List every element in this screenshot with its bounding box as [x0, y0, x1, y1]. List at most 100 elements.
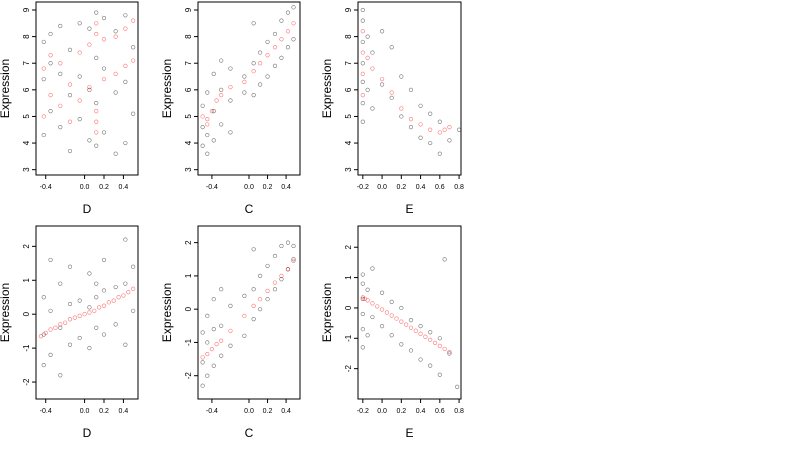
- data-point: [418, 135, 423, 140]
- data-point: [116, 295, 121, 300]
- data-point: [291, 258, 296, 264]
- data-point: [87, 138, 92, 143]
- data-point: [77, 50, 82, 55]
- y-tick-label: 3: [184, 167, 193, 172]
- data-point: [101, 77, 107, 82]
- data-point: [219, 93, 224, 98]
- data-point: [408, 87, 414, 92]
- y-tick-label: 9: [344, 7, 353, 12]
- data-point: [211, 71, 216, 76]
- data-point: [389, 333, 394, 338]
- data-point: [113, 284, 118, 290]
- data-series: [200, 258, 296, 360]
- data-point: [113, 34, 118, 39]
- data-point: [389, 95, 394, 100]
- x-tick-label: -0.4: [206, 184, 218, 191]
- data-series: [200, 5, 296, 156]
- data-point: [291, 257, 296, 262]
- data-point: [131, 286, 136, 291]
- data-point: [87, 310, 92, 315]
- data-point: [219, 87, 224, 92]
- y-tick-label: 8: [184, 34, 193, 39]
- plot-frame: [35, 225, 139, 400]
- data-point: [258, 273, 263, 279]
- data-point: [360, 18, 365, 23]
- data-point: [131, 58, 136, 63]
- data-point: [205, 313, 210, 318]
- y-tick-label: 1: [22, 278, 31, 283]
- x-tick-label: -0.4: [40, 184, 52, 191]
- data-point: [291, 243, 296, 249]
- data-point: [58, 61, 63, 66]
- x-tick-label: 0.4: [416, 184, 426, 191]
- data-point: [58, 71, 63, 76]
- y-tick-label: 7: [344, 60, 353, 65]
- data-point: [41, 39, 46, 45]
- data-point: [58, 103, 63, 108]
- data-point: [447, 124, 452, 130]
- data-point: [205, 373, 210, 378]
- data-point: [360, 119, 365, 124]
- y-axis-label: Expression: [320, 283, 334, 342]
- x-tick-label: 0.4: [281, 408, 291, 415]
- data-series: [41, 237, 136, 378]
- data-point: [77, 335, 82, 341]
- data-point: [219, 323, 224, 328]
- y-tick-label: 9: [22, 7, 31, 12]
- data-point: [272, 31, 278, 37]
- scatter-panel-1: -0.4 0.0 0.2 0.4 3 4 5 6 7 8 9 D Expression: [0, 1, 139, 216]
- y-tick-label: -2: [22, 378, 31, 386]
- scatter-panel-5: -0.4 0.0 0.2 0.4 -2 -1 0 1 2 C Expression: [160, 225, 301, 440]
- data-point: [205, 351, 210, 357]
- data-point: [418, 324, 423, 329]
- data-point: [205, 90, 210, 95]
- data-point: [265, 74, 270, 79]
- x-tick-label: 0.8: [454, 408, 464, 415]
- data-point: [360, 29, 365, 34]
- data-point: [285, 10, 291, 15]
- data-point: [41, 132, 46, 138]
- data-point: [291, 21, 296, 26]
- data-point: [360, 345, 365, 350]
- data-point: [228, 343, 233, 348]
- y-tick-label: 0: [184, 306, 193, 311]
- data-series: [360, 257, 460, 389]
- y-tick-label: 0: [344, 305, 353, 310]
- data-point: [360, 281, 365, 286]
- scatter-panel-6: -0.2 0.0 0.2 0.4 0.6 0.8 -2 -1 0 1 2 E Expression: [320, 225, 464, 440]
- data-point: [360, 101, 365, 106]
- data-point: [291, 37, 296, 42]
- data-point: [272, 280, 278, 285]
- plot-frame: [197, 225, 301, 400]
- data-point: [389, 313, 394, 318]
- y-tick-label: 3: [22, 167, 31, 172]
- data-point: [48, 109, 53, 114]
- data-point: [87, 271, 92, 276]
- data-point: [285, 267, 291, 272]
- data-point: [242, 90, 247, 95]
- data-point: [219, 58, 224, 63]
- data-point: [200, 355, 205, 360]
- data-point: [228, 98, 233, 103]
- data-point: [399, 114, 404, 119]
- data-point: [360, 327, 365, 332]
- data-point: [423, 334, 428, 339]
- data-point: [365, 333, 370, 338]
- x-tick-label: 0.6: [435, 408, 445, 415]
- x-tick-label: 0.0: [80, 184, 90, 191]
- data-point: [123, 79, 128, 84]
- data-point: [41, 66, 46, 71]
- data-point: [370, 301, 375, 306]
- data-point: [77, 98, 82, 103]
- data-point: [205, 151, 210, 156]
- scatter-panel-3: -0.2 0.0 0.2 0.4 0.6 0.8 3 4 5 6 7 8 9 E Expression: [320, 1, 464, 216]
- data-point: [418, 122, 423, 127]
- data-point: [228, 85, 233, 90]
- data-point: [87, 305, 92, 310]
- y-tick-label: 1: [184, 273, 193, 278]
- data-point: [41, 362, 46, 368]
- data-series: [360, 295, 452, 355]
- x-tick-label: 0.6: [435, 184, 445, 191]
- x-axis-label: E: [405, 426, 413, 440]
- data-point: [205, 122, 210, 127]
